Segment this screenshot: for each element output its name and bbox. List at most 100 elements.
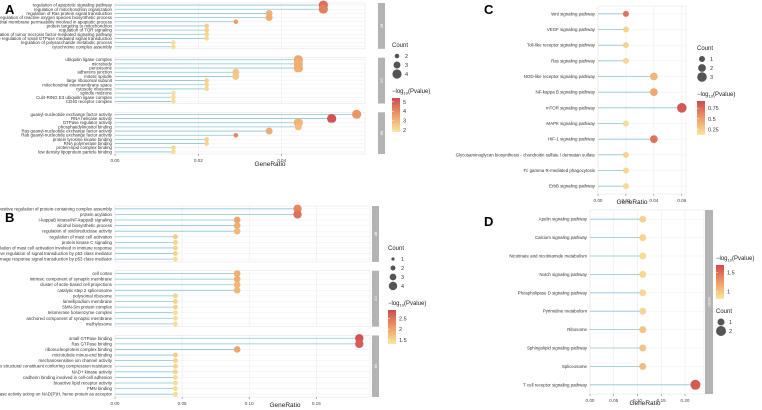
facet-group: BP regulation of apoptotic signaling path… xyxy=(0,0,385,49)
data-point[interactable] xyxy=(639,215,647,223)
data-point[interactable] xyxy=(172,363,178,369)
data-point[interactable] xyxy=(204,82,209,88)
data-point[interactable] xyxy=(233,270,241,277)
y-tick-label: cluster of actin-based cell projections xyxy=(40,282,113,287)
data-point[interactable] xyxy=(233,132,239,138)
legend-color: −log10(Pvalue) 2.5 2 1.5 xyxy=(388,301,426,344)
data-point[interactable] xyxy=(204,23,209,29)
y-tick-label: Ras signaling pathway xyxy=(551,58,596,63)
y-tick-label: I-kappaB kinase/NF-kappaB signaling xyxy=(39,217,113,222)
data-point[interactable] xyxy=(172,391,178,397)
data-point[interactable] xyxy=(172,234,178,240)
data-point[interactable] xyxy=(172,374,178,380)
data-point[interactable] xyxy=(232,72,240,80)
data-point[interactable] xyxy=(172,256,178,262)
data-point[interactable] xyxy=(172,299,178,304)
data-point[interactable] xyxy=(172,369,178,375)
y-tick-label: RNA polymerase binding xyxy=(64,141,113,146)
y-tick-label: Toll-like receptor signaling pathway xyxy=(527,43,596,48)
data-point[interactable] xyxy=(204,137,209,142)
data-point[interactable] xyxy=(318,4,328,14)
y-tick-label: NF-kappa B signaling pathway xyxy=(535,90,595,95)
x-tick-label: 0.05 xyxy=(609,398,618,403)
data-point[interactable] xyxy=(639,344,647,352)
data-point[interactable] xyxy=(622,10,629,17)
data-point[interactable] xyxy=(172,352,178,358)
data-point[interactable] xyxy=(355,339,364,349)
facet-strip xyxy=(372,335,379,397)
data-point[interactable] xyxy=(639,289,647,297)
data-point[interactable] xyxy=(233,19,239,25)
data-point[interactable] xyxy=(352,109,362,119)
data-point[interactable] xyxy=(171,99,176,104)
data-point[interactable] xyxy=(233,275,241,283)
data-point[interactable] xyxy=(204,78,209,83)
data-point[interactable] xyxy=(622,183,629,190)
y-tick-label: protein-lipid complex binding xyxy=(56,145,112,150)
data-point[interactable] xyxy=(172,386,178,392)
data-point[interactable] xyxy=(172,315,178,321)
data-point[interactable] xyxy=(622,167,629,174)
data-point[interactable] xyxy=(172,310,178,316)
data-point[interactable] xyxy=(171,149,176,155)
data-point[interactable] xyxy=(649,72,658,81)
data-point[interactable] xyxy=(172,358,178,364)
data-point[interactable] xyxy=(639,234,647,242)
y-tick-label: Nicotinate and nicotinamide metabolism xyxy=(509,254,587,259)
data-point[interactable] xyxy=(233,222,241,229)
data-point[interactable] xyxy=(171,44,176,50)
data-point[interactable] xyxy=(233,227,241,235)
data-point[interactable] xyxy=(233,286,241,294)
data-point[interactable] xyxy=(265,14,273,22)
data-point[interactable] xyxy=(622,151,629,158)
data-point[interactable] xyxy=(171,40,176,45)
data-point[interactable] xyxy=(171,94,176,100)
data-point[interactable] xyxy=(233,346,241,353)
x-tick-label: 0.15 xyxy=(657,398,666,403)
data-point[interactable] xyxy=(690,379,701,390)
x-tick-label: 0.10 xyxy=(633,398,642,403)
data-point[interactable] xyxy=(649,135,658,144)
data-point[interactable] xyxy=(172,380,178,386)
data-point[interactable] xyxy=(639,307,647,315)
legend-count-dot xyxy=(699,56,705,62)
y-tick-label: cell cortex xyxy=(92,271,113,276)
data-point[interactable] xyxy=(204,31,209,37)
data-point[interactable] xyxy=(172,293,178,299)
data-point[interactable] xyxy=(204,36,209,41)
data-point[interactable] xyxy=(265,127,273,135)
data-point[interactable] xyxy=(622,120,629,127)
legend-title-part: −log xyxy=(392,89,404,95)
data-point[interactable] xyxy=(622,42,629,49)
data-point[interactable] xyxy=(233,216,241,224)
data-point[interactable] xyxy=(172,251,178,257)
data-point[interactable] xyxy=(639,252,647,260)
data-point[interactable] xyxy=(649,88,658,97)
data-point[interactable] xyxy=(639,270,647,278)
data-point[interactable] xyxy=(204,86,209,92)
data-point[interactable] xyxy=(293,63,303,73)
data-point[interactable] xyxy=(171,90,176,96)
data-point[interactable] xyxy=(677,103,687,113)
data-point[interactable] xyxy=(639,326,647,334)
data-point[interactable] xyxy=(639,362,647,370)
data-point[interactable] xyxy=(233,281,241,289)
y-tick-label: T cell receptor signaling pathway xyxy=(523,382,588,387)
data-point[interactable] xyxy=(622,57,629,64)
data-point[interactable] xyxy=(204,141,209,146)
data-point[interactable] xyxy=(171,145,176,151)
x-axis-title: GeneRatio xyxy=(269,402,300,409)
data-point[interactable] xyxy=(327,113,337,124)
data-point[interactable] xyxy=(172,245,178,251)
data-point[interactable] xyxy=(172,321,178,327)
data-point[interactable] xyxy=(293,210,302,219)
data-point[interactable] xyxy=(172,304,178,310)
y-tick-label: microbody xyxy=(92,61,113,66)
legend-title-sub: 10 xyxy=(728,258,733,263)
data-point[interactable] xyxy=(172,239,178,245)
data-point[interactable] xyxy=(204,27,209,33)
y-tick-label: protein acylation xyxy=(80,212,113,217)
data-point[interactable] xyxy=(622,26,629,33)
y-tick-label: protein tyrosine kinase binding xyxy=(53,137,113,142)
data-point[interactable] xyxy=(294,123,302,131)
